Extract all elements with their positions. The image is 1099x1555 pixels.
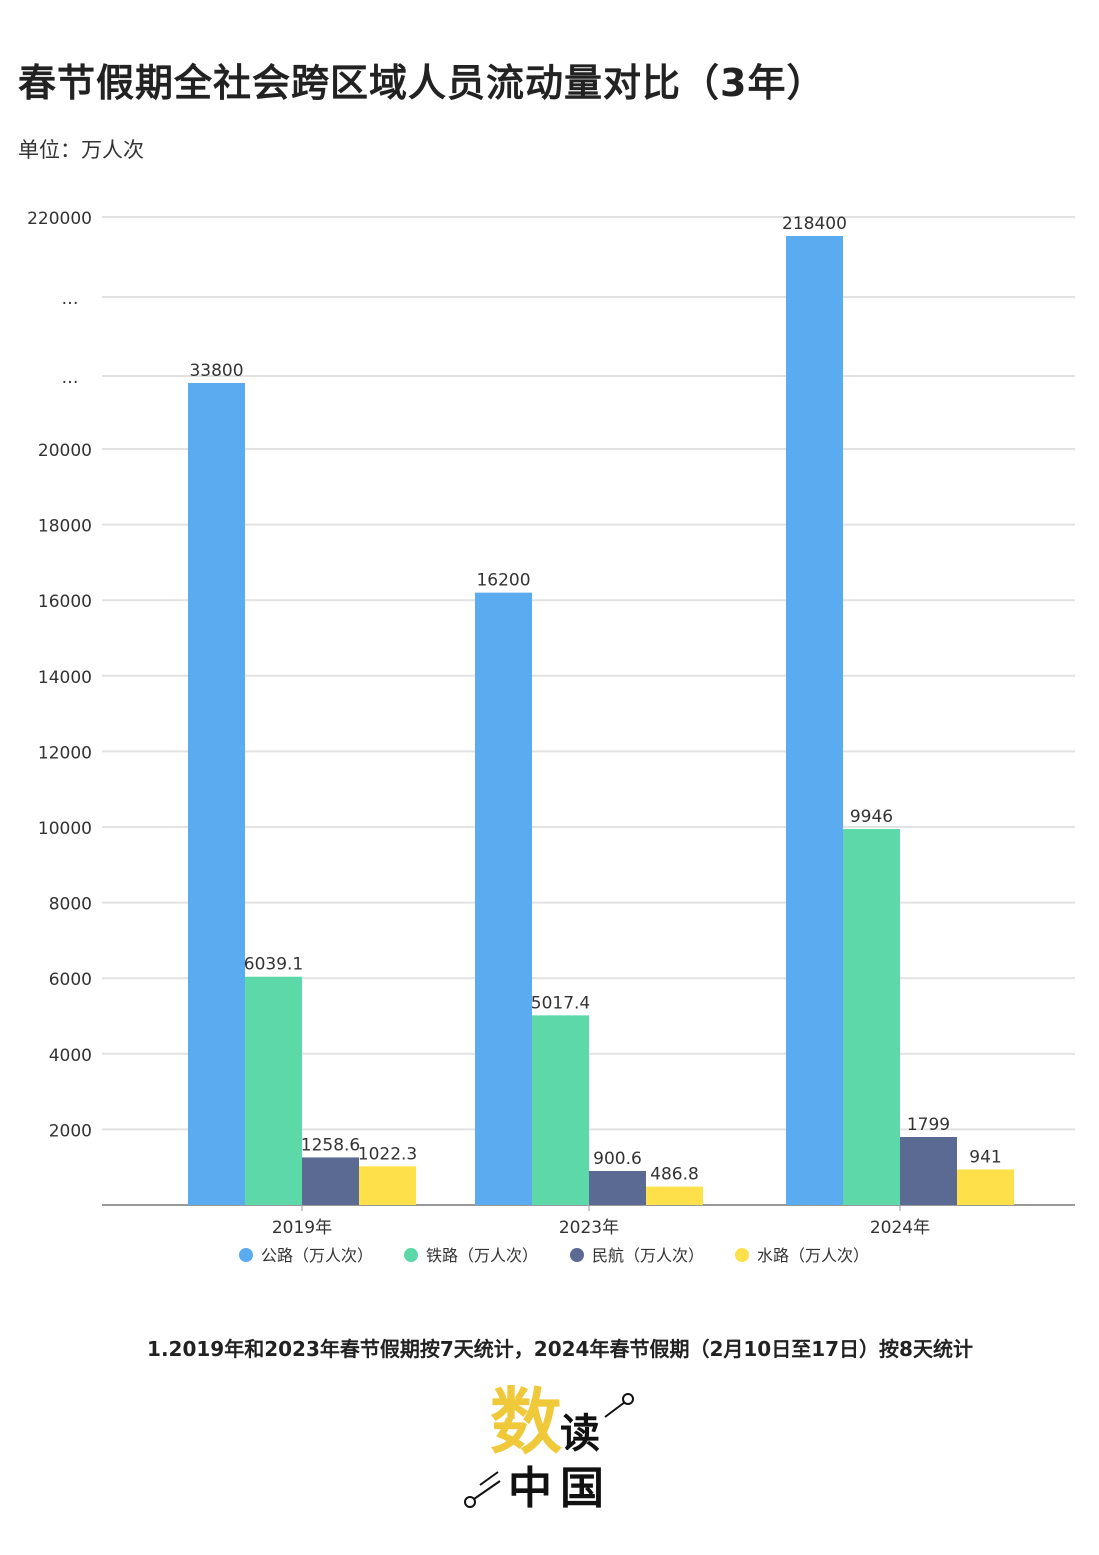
legend-marker bbox=[239, 1248, 253, 1262]
data-label: 1258.6 bbox=[301, 1135, 360, 1155]
legend-label: 铁路（万人次） bbox=[426, 1246, 538, 1265]
legend-label: 民航（万人次） bbox=[592, 1246, 704, 1265]
data-label: 9946 bbox=[850, 807, 893, 827]
data-label: 941 bbox=[969, 1147, 1001, 1167]
x-tick-label: 2024年 bbox=[870, 1218, 930, 1238]
bar bbox=[245, 976, 302, 1205]
y-tick-label: 2000 bbox=[49, 1121, 92, 1141]
legend-marker bbox=[735, 1248, 749, 1262]
y-tick-label: 10000 bbox=[38, 819, 92, 839]
y-tick-label: 12000 bbox=[38, 743, 92, 763]
x-tick-label: 2023年 bbox=[559, 1218, 619, 1238]
footnote: 1.2019年和2023年春节假期按7天统计，2024年春节假期（2月10日至1… bbox=[147, 1337, 973, 1361]
bar bbox=[957, 1169, 1014, 1205]
y-tick-label: … bbox=[62, 289, 79, 309]
svg-text:数: 数 bbox=[490, 1379, 562, 1464]
y-tick-label: 20000 bbox=[38, 441, 92, 461]
svg-text:中: 中 bbox=[508, 1463, 552, 1514]
bar bbox=[475, 592, 532, 1205]
bar-chart: 220000 … … 20000 18000 16000 14000 12000 10000 80… bbox=[27, 209, 1075, 1265]
data-label: 486.8 bbox=[650, 1165, 699, 1185]
y-tick-label: 220000 bbox=[27, 209, 92, 229]
y-tick-label: 4000 bbox=[49, 1046, 92, 1066]
data-label: 218400 bbox=[782, 214, 847, 234]
logo: 数 读 中 国 bbox=[464, 1379, 634, 1514]
y-tick-label: 16000 bbox=[38, 592, 92, 612]
svg-text:读: 读 bbox=[560, 1410, 600, 1457]
data-label: 6039.1 bbox=[244, 955, 303, 975]
bar bbox=[900, 1136, 957, 1205]
bar bbox=[786, 236, 843, 1205]
chart-title: 春节假期全社会跨区域人员流动量对比（3年） bbox=[18, 61, 826, 105]
unit-label: 单位：万人次 bbox=[18, 138, 144, 162]
legend-label: 公路（万人次） bbox=[261, 1246, 373, 1265]
legend-label: 水路（万人次） bbox=[757, 1246, 869, 1265]
y-tick-label: 8000 bbox=[49, 895, 92, 915]
data-label: 1022.3 bbox=[358, 1144, 417, 1164]
y-tick-label: … bbox=[62, 368, 79, 388]
y-tick-label: 6000 bbox=[49, 970, 92, 990]
bar bbox=[532, 1015, 589, 1205]
data-label: 5017.4 bbox=[531, 993, 590, 1013]
bar bbox=[646, 1186, 703, 1205]
bar bbox=[589, 1170, 646, 1205]
data-label: 16200 bbox=[476, 571, 530, 591]
data-label: 33800 bbox=[189, 361, 243, 381]
legend-marker bbox=[570, 1248, 584, 1262]
data-label: 1799 bbox=[907, 1115, 950, 1135]
y-tick-label: 18000 bbox=[38, 517, 92, 537]
x-tick-label: 2019年 bbox=[272, 1218, 332, 1238]
bar bbox=[188, 383, 245, 1205]
svg-text:国: 国 bbox=[560, 1463, 604, 1514]
data-label: 900.6 bbox=[593, 1149, 642, 1169]
bar bbox=[359, 1166, 416, 1205]
bar bbox=[843, 829, 900, 1205]
legend-marker bbox=[404, 1248, 418, 1262]
bar bbox=[302, 1157, 359, 1205]
y-tick-label: 14000 bbox=[38, 668, 92, 688]
